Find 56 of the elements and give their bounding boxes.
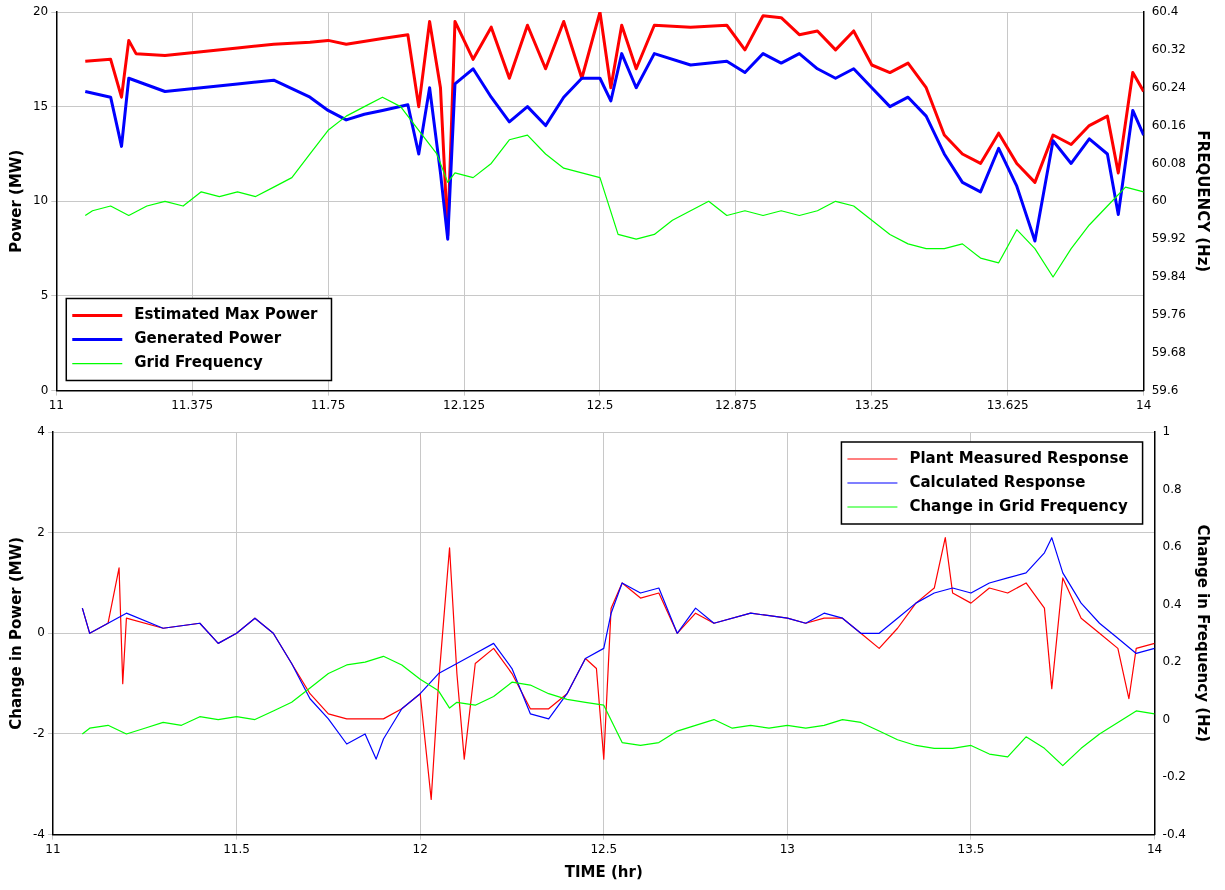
legend-label: Generated Power [134, 329, 282, 348]
x-tick-label: 11.375 [171, 397, 214, 412]
y2-tick-label: 59.92 [1151, 231, 1187, 246]
legend-label: Plant Measured Response [909, 448, 1129, 467]
y2-tick-label: 1 [1162, 424, 1171, 439]
y-tick-label: 2 [37, 524, 45, 539]
y2-tick-label: 59.6 [1151, 382, 1179, 397]
y2-tick-label: 0.6 [1162, 539, 1182, 554]
y2-tick-label: -0.4 [1162, 826, 1187, 841]
x-tick-label: 12.5 [586, 397, 614, 412]
y-tick-label: -2 [33, 726, 45, 741]
y2-tick-label: 0 [1162, 711, 1171, 726]
x-tick-label: 12.125 [443, 397, 486, 412]
y2-tick-label: 60.32 [1151, 41, 1187, 56]
y2-tick-label: 59.68 [1151, 344, 1187, 359]
x-tick-label: 11 [48, 397, 64, 412]
x-tick-label: 13 [779, 841, 796, 856]
legend-label: Grid Frequency [134, 353, 264, 372]
y-tick-label: 5 [40, 288, 49, 303]
y2-tick-label: 60.16 [1151, 117, 1187, 132]
y2-tick-label: 60 [1151, 193, 1167, 208]
y2-axis-title: FREQUENCY (Hz) [1194, 130, 1213, 273]
x-tick-label: 12 [412, 841, 428, 856]
x-tick-label: 13.25 [854, 397, 889, 412]
x-tick-label: 14 [1146, 841, 1163, 856]
x-tick-label: 11.75 [310, 397, 346, 412]
y-tick-label: 4 [37, 424, 45, 439]
x-tick-label: 14 [1136, 397, 1152, 412]
x-tick-label: 11 [45, 841, 61, 856]
y2-tick-label: 59.84 [1151, 269, 1187, 284]
y-tick-label: 20 [32, 4, 49, 19]
x-tick-label: 13.625 [986, 397, 1029, 412]
y-tick-label: 0 [40, 382, 49, 397]
x-tick-label: 13.5 [957, 841, 985, 856]
x-tick-label: 12.875 [714, 397, 757, 412]
y2-axis-title: Change in Frequency (Hz) [1194, 524, 1213, 743]
y-tick-label: 15 [32, 98, 49, 113]
y-tick-label: 10 [32, 193, 49, 208]
y2-tick-label: 60.24 [1151, 79, 1187, 94]
legend-label: Change in Grid Frequency [909, 496, 1128, 515]
x-axis-title: TIME (hr) [564, 862, 643, 881]
y2-tick-label: 59.76 [1151, 307, 1187, 322]
y2-tick-label: 0.8 [1162, 481, 1182, 496]
y2-tick-label: 60.08 [1151, 155, 1187, 170]
legend-label: Estimated Max Power [134, 305, 319, 324]
y-axis-title: Power (MW) [6, 149, 25, 253]
y-tick-label: 0 [37, 625, 45, 640]
y2-tick-label: -0.2 [1162, 769, 1187, 784]
y2-tick-label: 60.4 [1151, 4, 1179, 19]
y-axis-title: Change in Power (MW) [6, 536, 25, 730]
x-tick-label: 11.5 [223, 841, 250, 856]
y2-tick-label: 0.2 [1162, 654, 1182, 669]
y-tick-label: -4 [33, 826, 45, 841]
x-tick-label: 12.5 [590, 841, 618, 856]
legend-label: Calculated Response [909, 472, 1086, 491]
y2-tick-label: 0.4 [1162, 596, 1182, 611]
